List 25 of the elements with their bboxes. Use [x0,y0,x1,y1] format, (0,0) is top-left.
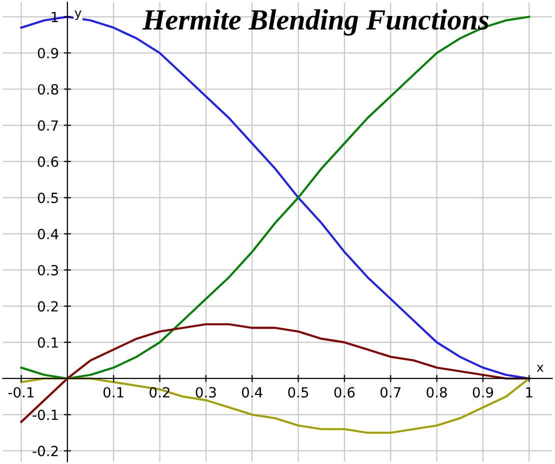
x-tick-label: 0.2 [150,387,170,398]
x-tick-label: 0.6 [334,387,355,398]
y-tick-label: 0.5 [38,192,58,204]
y-tick-label: 0.1 [38,337,58,348]
chart-title: Hermite Blending Functions [142,9,488,36]
y-tick-label: -0.1 [32,410,58,420]
x-tick-label: 0.1 [103,387,124,398]
x-tick-label: -0.1 [8,387,34,398]
x-tick-label: 0.3 [196,387,216,398]
x-tick-label: 0.7 [380,387,400,398]
x-tick-label: 0.8 [426,387,447,398]
y-tick-label: 0.2 [38,301,58,312]
y-tick-label: 0.9 [38,48,58,58]
x-axis-title: x [536,364,544,372]
x-tick-label: 0.4 [242,387,262,398]
y-tick-label: 0.4 [38,228,58,240]
y-axis-title: y [74,10,82,20]
y-tick-label: -0.2 [32,446,58,456]
y-tick-label: 0.7 [38,120,58,131]
y-tick-label: 0.6 [38,156,58,167]
x-tick-label: 1 [526,387,532,398]
x-tick-label: 0.5 [288,387,308,398]
x-tick-label: 0.9 [472,387,494,398]
y-tick-label: 0.8 [38,84,58,95]
y-tick-label: 0.3 [38,264,58,276]
